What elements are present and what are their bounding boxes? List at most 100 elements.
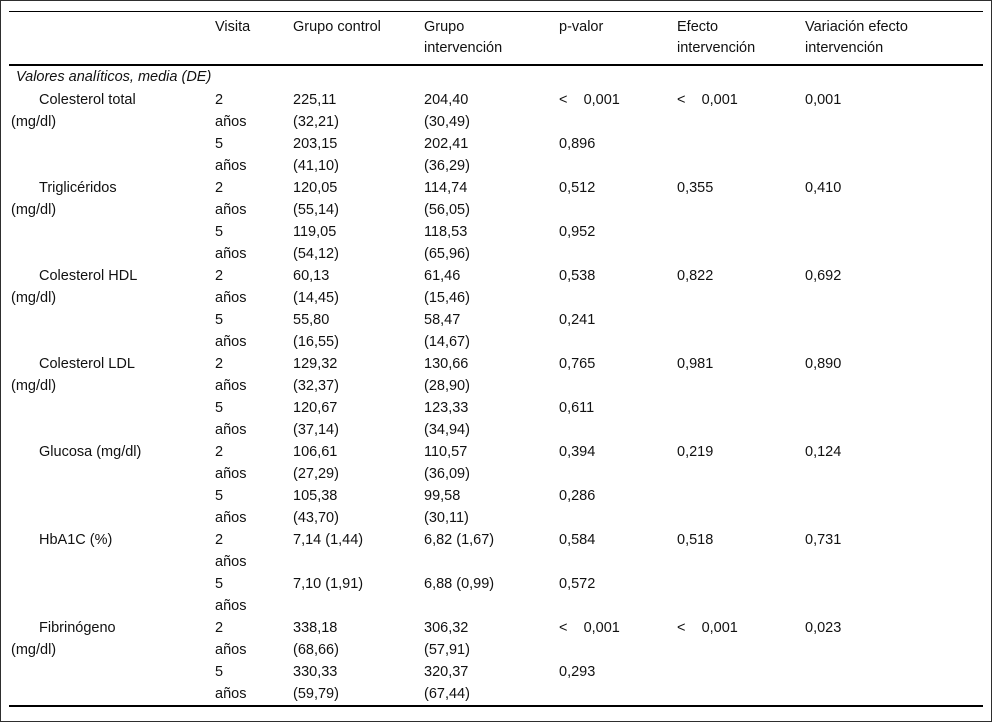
intervention-sd: (56,05) [424, 202, 470, 218]
p-value-cell: 0,286 [550, 485, 668, 529]
variation-value: 0,731 [805, 532, 842, 548]
row-name: HbA1C (%) [39, 532, 113, 548]
intervention-group-cell: 118,53 (65,96) [415, 221, 550, 265]
visit-cell: 5 años [206, 309, 284, 353]
row-label-cell [9, 133, 206, 177]
control-group-cell: 203,15 (41,10) [284, 133, 415, 177]
variation-cell [796, 133, 983, 177]
variation-value [805, 573, 983, 595]
row-unit: (mg/dl) [11, 202, 57, 218]
header-variacion-efecto: Variación efecto intervención [805, 19, 908, 56]
row-label-cell: Colesterol HDL (mg/dl) [9, 265, 206, 309]
table-row: Fibrinógeno (mg/dl) 2 años 338,18 (68,66) 306,… [9, 617, 983, 661]
row-name: Colesterol total [39, 92, 136, 108]
intervention-mean: 306,32 [424, 620, 469, 636]
visit-unit: años [215, 422, 247, 438]
effect-value: 0,219 [677, 444, 714, 460]
effect-value: 0,822 [677, 268, 714, 284]
effect-cell [668, 485, 796, 529]
intervention-group-cell: 110,57 (36,09) [415, 441, 550, 485]
variation-cell: 0,692 [796, 265, 983, 309]
table-row: Colesterol LDL (mg/dl) 2 años 129,32 (32,37) 1… [9, 353, 983, 397]
row-label-cell: Colesterol LDL (mg/dl) [9, 353, 206, 397]
intervention-mean: 110,57 [424, 444, 468, 460]
effect-cell: 0,355 [668, 177, 796, 221]
variation-value: 0,023 [805, 620, 842, 636]
variation-value [805, 661, 983, 683]
control-sd [293, 551, 415, 573]
table-row: 5 años 55,80 (16,55) 58,47 (14,67) 0,241 [9, 309, 983, 353]
variation-value [805, 133, 983, 155]
visit-cell: 2 años [206, 441, 284, 485]
visit-unit: años [215, 246, 247, 262]
control-mean: 120,05 [293, 180, 338, 196]
intervention-sd: (28,90) [424, 378, 470, 394]
p-value-cell: < 0,001 [550, 617, 668, 661]
p-value-cell: 0,584 [550, 529, 668, 573]
intervention-sd: (36,29) [424, 158, 470, 174]
variation-cell: 0,001 [796, 89, 983, 133]
header-grupo-intervencion: Grupo intervención [424, 19, 503, 56]
table-row: 5 años 330,33 (59,79) 320,37 (67,44) 0,293 [9, 661, 983, 706]
table-row: 5 años 119,05 (54,12) 118,53 (65,96) 0,952 [9, 221, 983, 265]
effect-value [677, 661, 796, 683]
control-sd: (27,29) [293, 466, 339, 482]
row-label-cell: HbA1C (%) [9, 529, 206, 573]
variation-value [805, 309, 983, 331]
visit-unit: años [215, 290, 247, 306]
control-mean: 129,32 [293, 356, 338, 372]
visit-value: 5 [215, 400, 224, 416]
intervention-mean: 202,41 [424, 136, 469, 152]
effect-cell: 0,981 [668, 353, 796, 397]
row-unit: (mg/dl) [11, 642, 57, 658]
table-row: 5 años 203,15 (41,10) 202,41 (36,29) 0,896 [9, 133, 983, 177]
control-group-cell: 225,11 (32,21) [284, 89, 415, 133]
p-value: 0,952 [559, 224, 596, 240]
row-name: Triglicéridos [39, 180, 117, 196]
intervention-group-cell: 306,32 (57,91) [415, 617, 550, 661]
intervention-sd: (30,49) [424, 114, 470, 130]
intervention-group-cell: 123,33 (34,94) [415, 397, 550, 441]
variation-cell [796, 309, 983, 353]
variation-cell [796, 573, 983, 617]
p-value: 0,584 [559, 532, 596, 548]
table-row: Colesterol total (mg/dl) 2 años 225,11 (32,21… [9, 89, 983, 133]
row-unit: (mg/dl) [11, 290, 57, 306]
table-row: Colesterol HDL (mg/dl) 2 años 60,13 (14,45) 61… [9, 265, 983, 309]
control-sd: (41,10) [293, 158, 339, 174]
row-name: Colesterol LDL [39, 356, 135, 372]
effect-cell: 0,822 [668, 265, 796, 309]
control-sd: (16,55) [293, 334, 339, 350]
visit-unit: años [215, 334, 247, 350]
variation-cell: 0,731 [796, 529, 983, 573]
effect-cell [668, 397, 796, 441]
effect-cell [668, 661, 796, 706]
row-label-cell [9, 309, 206, 353]
p-value: 0,611 [559, 400, 595, 416]
results-table-wrap: Visita Grupo control Grupo intervención … [9, 11, 983, 707]
row-name: Fibrinógeno [39, 620, 116, 636]
p-value: 0,765 [559, 356, 596, 372]
intervention-group-cell: 6,82 (1,67) [415, 529, 550, 573]
p-value-cell: 0,952 [550, 221, 668, 265]
visit-unit: años [215, 378, 247, 394]
intervention-sd [424, 551, 550, 573]
variation-cell [796, 221, 983, 265]
header-row: Visita Grupo control Grupo intervención … [9, 12, 983, 65]
p-value-cell: 0,241 [550, 309, 668, 353]
visit-cell: 2 años [206, 353, 284, 397]
control-group-cell: 330,33 (59,79) [284, 661, 415, 706]
control-sd: (55,14) [293, 202, 339, 218]
visit-value: 5 [215, 664, 224, 680]
intervention-mean: 99,58 [424, 488, 461, 504]
section-title: Valores analíticos, media (DE) [16, 69, 212, 85]
variation-cell [796, 661, 983, 706]
effect-cell: < 0,001 [668, 617, 796, 661]
effect-cell [668, 309, 796, 353]
intervention-group-cell: 6,88 (0,99) [415, 573, 550, 617]
visit-cell: 5 años [206, 573, 284, 617]
visit-unit: años [215, 642, 247, 658]
visit-unit: años [215, 158, 247, 174]
variation-value: 0,124 [805, 444, 842, 460]
intervention-mean: 6,88 (0,99) [424, 576, 495, 592]
